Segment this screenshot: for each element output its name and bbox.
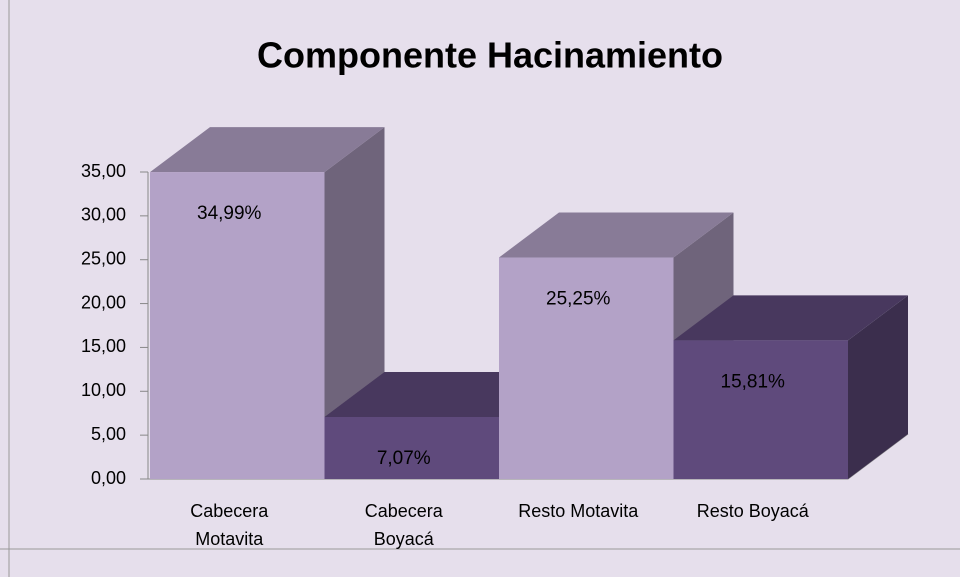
x-tick-label: Resto Boyacá: [696, 501, 809, 521]
value-label: 7,07%: [377, 448, 431, 469]
bar-top: [673, 295, 908, 341]
y-tick-label: 10,00: [81, 380, 126, 400]
y-tick-label: 5,00: [91, 424, 126, 444]
x-tick-label: Resto Motavita: [518, 501, 639, 521]
y-tick-label: 25,00: [81, 248, 126, 268]
bar-top: [499, 212, 734, 258]
bar: [673, 340, 848, 479]
bar: [324, 416, 499, 479]
y-tick-label: 20,00: [81, 292, 126, 312]
bar: [150, 172, 325, 479]
value-label: 34,99%: [197, 203, 262, 224]
x-tick-label: Cabecera Boyacá: [364, 501, 443, 549]
value-label: 25,25%: [546, 289, 611, 310]
bar-top: [150, 127, 385, 173]
chart-title: Componente Hacinamiento: [257, 35, 723, 76]
bar: [499, 257, 674, 479]
bar-side: [848, 295, 908, 479]
y-tick-label: 35,00: [81, 161, 126, 181]
value-label: 15,81%: [721, 371, 786, 392]
y-tick-label: 0,00: [91, 468, 126, 488]
y-tick-label: 15,00: [81, 336, 126, 356]
y-tick-label: 30,00: [81, 205, 126, 225]
x-tick-label: Cabecera Motavita: [190, 501, 269, 549]
